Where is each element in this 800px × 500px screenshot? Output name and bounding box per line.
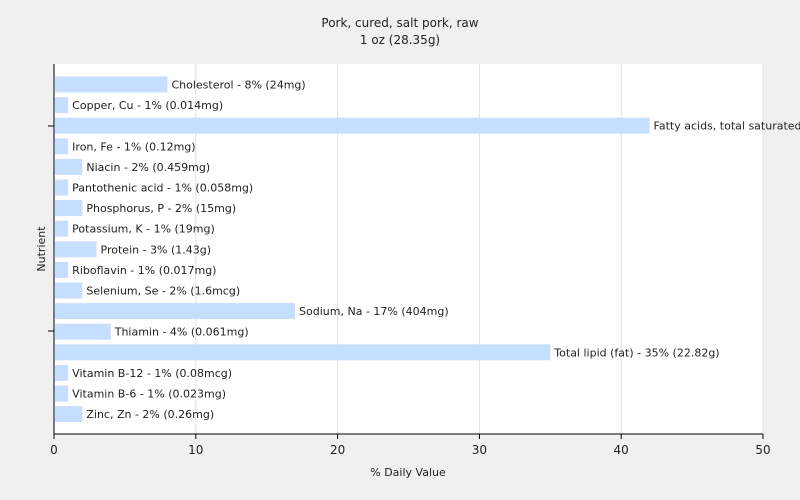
x-tick-label: 10 — [188, 443, 203, 457]
x-axis-title: % Daily Value — [370, 466, 446, 479]
bar-label: Zinc, Zn - 2% (0.26mg) — [86, 408, 214, 421]
bar-label: Potassium, K - 1% (19mg) — [72, 223, 215, 236]
bar — [55, 117, 650, 134]
bars: Cholesterol - 8% (24mg) Copper, Cu - 1% (… — [55, 76, 800, 423]
bar-label: Niacin - 2% (0.459mg) — [86, 161, 210, 174]
bar-label: Selenium, Se - 2% (1.6mcg) — [86, 285, 240, 298]
chart-subtitle: 1 oz (28.35g) — [360, 33, 440, 47]
x-tick-label: 40 — [614, 443, 629, 457]
bar-label: Cholesterol - 8% (24mg) — [171, 79, 305, 92]
bar-label: Pantothenic acid - 1% (0.058mg) — [72, 182, 253, 195]
bar — [55, 179, 69, 196]
bar-label: Iron, Fe - 1% (0.12mg) — [72, 140, 195, 153]
bar-label: Phosphorus, P - 2% (15mg) — [86, 202, 236, 215]
bar — [55, 344, 551, 361]
axes — [48, 64, 763, 435]
bar — [55, 323, 111, 340]
bar-label: Fatty acids, total saturated - 42% (8.32… — [654, 120, 800, 133]
y-axis-title: Nutrient — [35, 226, 48, 272]
bar — [55, 364, 69, 381]
bar-label: Sodium, Na - 17% (404mg) — [299, 305, 449, 318]
bar — [55, 241, 97, 258]
bar — [55, 282, 83, 299]
bar-label: Vitamin B-12 - 1% (0.08mcg) — [72, 367, 232, 380]
x-ticks: 0 10 20 30 40 50 — [50, 434, 771, 457]
bar-label: Protein - 3% (1.43g) — [101, 243, 212, 256]
bar — [55, 303, 296, 320]
x-tick-label: 20 — [330, 443, 345, 457]
bar — [55, 138, 69, 155]
bar-label: Thiamin - 4% (0.061mg) — [114, 326, 249, 339]
bar — [55, 200, 83, 217]
x-tick-label: 30 — [472, 443, 487, 457]
bar — [55, 385, 69, 402]
x-tick-label: 50 — [755, 443, 770, 457]
bar — [55, 261, 69, 278]
bar — [55, 76, 168, 93]
x-tick-label: 0 — [50, 443, 58, 457]
chart-title: Pork, cured, salt pork, raw — [321, 16, 478, 30]
bar — [55, 97, 69, 114]
bar-label: Vitamin B-6 - 1% (0.023mg) — [72, 388, 226, 401]
bar-label: Total lipid (fat) - 35% (22.82g) — [553, 346, 719, 359]
bar-label: Riboflavin - 1% (0.017mg) — [72, 264, 216, 277]
bar — [55, 406, 83, 423]
bar — [55, 158, 83, 175]
bar-label: Copper, Cu - 1% (0.014mg) — [72, 99, 223, 112]
bar — [55, 220, 69, 237]
